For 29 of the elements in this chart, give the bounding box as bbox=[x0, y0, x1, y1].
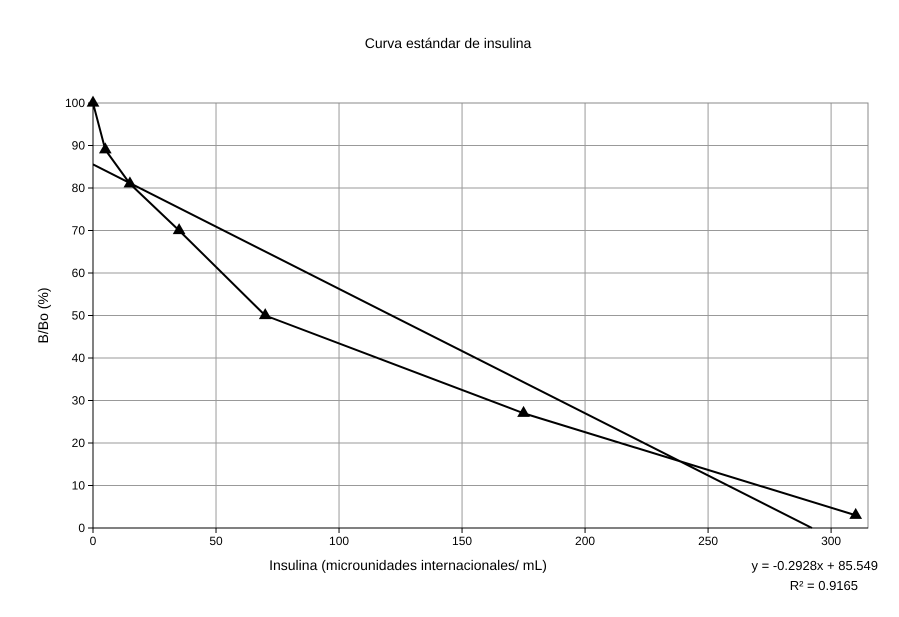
x-tick-label: 300 bbox=[821, 534, 842, 548]
y-tick-label: 50 bbox=[72, 308, 86, 322]
y-tick-label: 0 bbox=[78, 521, 86, 535]
y-tick-label: 60 bbox=[72, 266, 86, 280]
point bbox=[258, 308, 272, 320]
x-tick-label: 150 bbox=[452, 534, 472, 548]
x-tick-label: 250 bbox=[698, 534, 718, 548]
point bbox=[172, 223, 186, 234]
chart-title: Curva estándar de insulina bbox=[364, 35, 532, 51]
x-tick-label: 200 bbox=[575, 534, 596, 548]
y-tick-label: 100 bbox=[64, 96, 86, 110]
x-tick-label: 100 bbox=[329, 534, 350, 548]
y-tick-label: 30 bbox=[72, 394, 86, 408]
point bbox=[517, 406, 530, 417]
y-tick-label: 40 bbox=[72, 351, 86, 365]
y-tick-label: 90 bbox=[72, 138, 86, 152]
x-tick-label: 0 bbox=[90, 534, 97, 548]
point bbox=[86, 96, 100, 107]
y-tick-label: 10 bbox=[72, 478, 86, 492]
y-tick-label: 70 bbox=[72, 224, 86, 238]
x-tick-label: 50 bbox=[209, 534, 224, 548]
y-tick-label: 80 bbox=[72, 181, 86, 195]
point bbox=[98, 142, 112, 154]
y-tick-label: 20 bbox=[72, 436, 86, 450]
point bbox=[849, 508, 862, 519]
x-axis-title: Insulina (microunidades internacionales/ mL) bbox=[269, 557, 547, 573]
text: R² = 0.9165 bbox=[790, 578, 858, 593]
text: y = -0.2928x + 85.549 bbox=[752, 558, 878, 573]
y-axis-title: B/Bo (%) bbox=[35, 287, 51, 344]
